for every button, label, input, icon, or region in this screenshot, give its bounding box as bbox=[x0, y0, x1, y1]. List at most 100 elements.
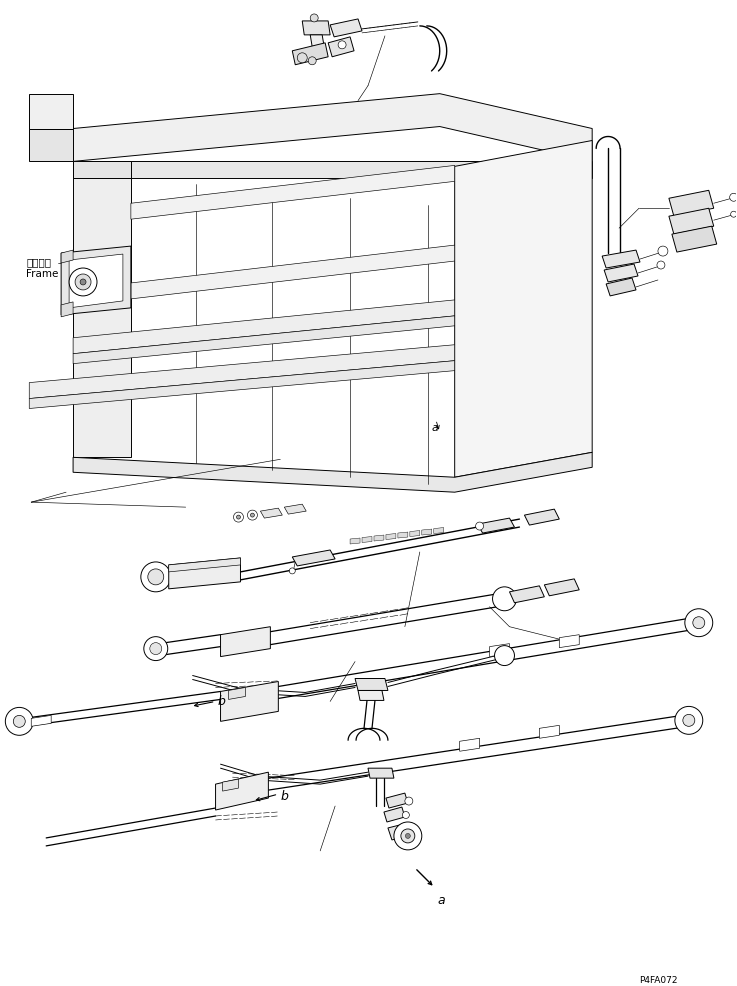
Circle shape bbox=[234, 513, 243, 523]
Polygon shape bbox=[460, 739, 480, 751]
Polygon shape bbox=[434, 528, 444, 534]
Polygon shape bbox=[284, 505, 307, 515]
Polygon shape bbox=[374, 535, 384, 541]
Polygon shape bbox=[422, 529, 432, 535]
Polygon shape bbox=[293, 550, 335, 566]
Polygon shape bbox=[220, 681, 279, 722]
Text: b: b bbox=[280, 790, 288, 803]
Circle shape bbox=[405, 798, 413, 806]
Polygon shape bbox=[602, 250, 640, 269]
Polygon shape bbox=[220, 627, 270, 657]
Circle shape bbox=[730, 194, 737, 202]
Polygon shape bbox=[31, 716, 51, 727]
Polygon shape bbox=[509, 587, 545, 603]
Polygon shape bbox=[386, 534, 396, 540]
Polygon shape bbox=[384, 808, 405, 822]
Circle shape bbox=[402, 811, 409, 818]
Circle shape bbox=[401, 829, 415, 843]
Polygon shape bbox=[215, 772, 268, 810]
Circle shape bbox=[248, 511, 257, 521]
Polygon shape bbox=[355, 678, 388, 691]
Polygon shape bbox=[61, 250, 73, 264]
Circle shape bbox=[693, 617, 705, 629]
Circle shape bbox=[148, 569, 164, 586]
Polygon shape bbox=[672, 227, 716, 252]
Circle shape bbox=[495, 646, 514, 666]
Text: a: a bbox=[432, 423, 439, 433]
Polygon shape bbox=[29, 345, 455, 399]
Polygon shape bbox=[73, 301, 455, 354]
Text: a: a bbox=[438, 892, 445, 906]
Circle shape bbox=[310, 15, 318, 23]
Polygon shape bbox=[29, 361, 455, 409]
Circle shape bbox=[685, 609, 713, 637]
Polygon shape bbox=[69, 254, 123, 309]
Circle shape bbox=[730, 212, 737, 218]
Polygon shape bbox=[169, 558, 240, 590]
Polygon shape bbox=[223, 779, 239, 792]
Circle shape bbox=[75, 275, 91, 291]
Circle shape bbox=[405, 833, 411, 838]
Polygon shape bbox=[669, 209, 713, 235]
Polygon shape bbox=[169, 558, 240, 572]
Circle shape bbox=[69, 269, 97, 297]
Polygon shape bbox=[73, 179, 131, 458]
Circle shape bbox=[290, 568, 296, 574]
Circle shape bbox=[338, 41, 346, 49]
Polygon shape bbox=[388, 823, 412, 840]
Polygon shape bbox=[545, 580, 579, 597]
Circle shape bbox=[394, 822, 422, 850]
Polygon shape bbox=[131, 167, 455, 220]
Polygon shape bbox=[61, 303, 73, 317]
Circle shape bbox=[13, 716, 25, 728]
Polygon shape bbox=[73, 453, 592, 493]
Circle shape bbox=[80, 280, 86, 286]
Polygon shape bbox=[559, 635, 579, 648]
Circle shape bbox=[141, 562, 171, 593]
Polygon shape bbox=[310, 35, 324, 47]
Polygon shape bbox=[489, 644, 509, 657]
Circle shape bbox=[297, 54, 307, 64]
Circle shape bbox=[144, 637, 168, 661]
Circle shape bbox=[251, 514, 254, 518]
Circle shape bbox=[658, 246, 668, 256]
Polygon shape bbox=[362, 537, 372, 543]
Polygon shape bbox=[29, 95, 73, 129]
Polygon shape bbox=[358, 691, 384, 701]
Polygon shape bbox=[302, 22, 330, 35]
Polygon shape bbox=[73, 163, 592, 179]
Polygon shape bbox=[398, 532, 408, 538]
Circle shape bbox=[308, 58, 316, 66]
Polygon shape bbox=[410, 531, 420, 537]
Polygon shape bbox=[330, 20, 362, 37]
Polygon shape bbox=[73, 163, 131, 179]
Circle shape bbox=[475, 523, 483, 530]
Text: フレーム
Frame: フレーム Frame bbox=[27, 256, 59, 278]
Circle shape bbox=[657, 261, 665, 270]
Polygon shape bbox=[73, 95, 592, 163]
Polygon shape bbox=[328, 37, 354, 58]
Polygon shape bbox=[350, 538, 360, 544]
Polygon shape bbox=[73, 317, 455, 364]
Circle shape bbox=[675, 707, 703, 735]
Text: P4FA072: P4FA072 bbox=[639, 975, 677, 984]
Circle shape bbox=[683, 715, 695, 727]
Polygon shape bbox=[606, 279, 636, 297]
Polygon shape bbox=[260, 509, 282, 519]
Polygon shape bbox=[669, 191, 713, 217]
Polygon shape bbox=[455, 141, 592, 478]
Polygon shape bbox=[525, 510, 559, 526]
Polygon shape bbox=[228, 688, 245, 700]
Circle shape bbox=[237, 516, 240, 520]
Polygon shape bbox=[368, 768, 394, 778]
Circle shape bbox=[5, 708, 33, 736]
Polygon shape bbox=[293, 43, 328, 66]
Circle shape bbox=[492, 588, 517, 611]
Polygon shape bbox=[386, 794, 408, 809]
Circle shape bbox=[150, 643, 161, 655]
Polygon shape bbox=[131, 246, 455, 300]
Polygon shape bbox=[61, 246, 131, 316]
Polygon shape bbox=[29, 129, 73, 163]
Polygon shape bbox=[478, 519, 514, 533]
Polygon shape bbox=[604, 265, 638, 283]
